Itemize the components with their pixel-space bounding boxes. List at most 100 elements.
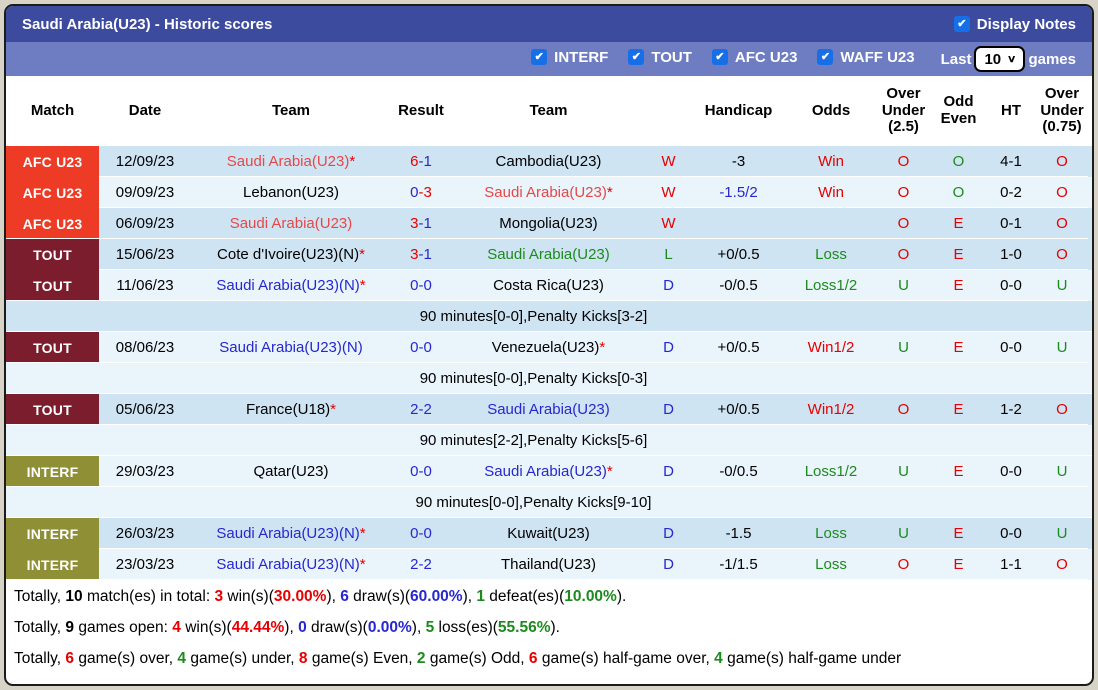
half-time-score: 1-0 [986,239,1036,270]
away-goals: -0 [418,463,432,480]
table-header-row: Match Date Team Result Team Handicap Odds Over … [6,76,1092,146]
competition-badge: TOUT [6,270,99,301]
half-time-score: 0-0 [986,456,1036,487]
match-date: 06/09/23 [99,208,191,239]
competition-badge: TOUT [6,332,99,363]
away-goals: -1 [418,153,432,170]
result-flag: W [646,146,691,177]
result-flag: W [646,208,691,239]
away-goals: -1 [418,215,432,232]
column-header-odds: Odds [811,101,851,119]
away-team-text: Kuwait(U23) [507,525,590,542]
half-time-score: 1-1 [986,549,1036,580]
result-flag: D [646,332,691,363]
last-games-select[interactable]: 10 ∨ [974,46,1026,72]
away-team-text: Venezuela(U23) [491,339,600,356]
chevron-down-icon: ∨ [1007,53,1017,65]
filter-label-interf: INTERF [554,48,609,66]
filter-checkbox-afc-u23[interactable] [711,49,728,66]
summary-segment: 4 [177,649,187,667]
summary-segment: loss(es)( [434,618,498,636]
odds-result: Loss [786,239,876,270]
odd-even-flag: E [931,332,986,363]
column-header-result: Result [398,101,444,119]
competition-badge: AFC U23 [6,208,99,239]
matches-table: AFC U23 12/09/23 Saudi Arabia(U23) * 6 -1 Camb… [6,146,1092,580]
column-header-match: Match [30,101,75,119]
competition-badge: AFC U23 [6,146,99,177]
match-date: 29/03/23 [99,456,191,487]
over-under-075-flag: O [1036,177,1088,208]
match-row: INTERF 29/03/23 Qatar(U23) 0 -0 Saudi Arabia(… [6,456,1092,487]
over-under-075-flag: O [1036,146,1088,177]
home-team-name: Saudi Arabia(U23)(N) * [191,270,391,301]
penalty-note-row: 90 minutes[0-0],Penalty Kicks[3-2] [6,301,1092,332]
away-team-name: Saudi Arabia(U23) [451,394,646,425]
half-time-score: 4-1 [986,146,1036,177]
summary-segment: game(s) Odd, [425,649,529,667]
summary-segment: Totally, [14,587,66,605]
match-row: AFC U23 12/09/23 Saudi Arabia(U23) * 6 -1 Camb… [6,146,1092,177]
home-team-name: Lebanon(U23) [191,177,391,208]
competition-badge: TOUT [6,394,99,425]
over-under-25-flag: U [876,456,931,487]
away-goals: -0 [418,525,432,542]
summary-segment: win(s)( [180,618,232,636]
over-under-075-flag: O [1036,208,1088,239]
away-team-star: * [599,339,606,356]
summary-segment: ), [284,618,299,636]
summary-segment: 30.00% [273,587,327,605]
summary-segment: 0 [298,618,307,636]
home-team-name: Saudi Arabia(U23) [191,208,391,239]
half-time-score: 0-0 [986,518,1036,549]
filter-checkbox-waff-u23[interactable] [817,49,834,66]
penalty-note-text: 90 minutes[0-0],Penalty Kicks[3-2] [419,308,648,325]
full-time-score: 2 -2 [391,549,451,580]
column-header-handicap: Handicap [704,101,773,119]
summary-segment: 55.56% [497,618,551,636]
home-team-name: France(U18) * [191,394,391,425]
match-date: 26/03/23 [99,518,191,549]
handicap-value: -0/0.5 [691,270,786,301]
home-goals: 0 [410,525,419,542]
column-header-odd-even: Odd Even [940,93,977,127]
match-date: 09/09/23 [99,177,191,208]
home-team-name: Qatar(U23) [191,456,391,487]
filter-label-tout: TOUT [651,48,692,66]
home-goals: 2 [410,401,419,418]
match-row: TOUT 15/06/23 Cote d'Ivoire(U23)(N) * 3 -1 Sau… [6,239,1092,270]
last-games-group: Last 10 ∨ games [941,46,1076,72]
home-team-star: * [359,277,366,294]
odds-result: Loss1/2 [786,270,876,301]
over-under-075-flag: U [1036,456,1088,487]
penalty-note-text: 90 minutes[0-0],Penalty Kicks[9-10] [415,494,652,511]
display-notes-checkbox[interactable] [953,16,970,32]
odd-even-flag: E [931,549,986,580]
match-row: AFC U23 09/09/23 Lebanon(U23) 0 -3 Saudi Arab… [6,177,1092,208]
handicap-value: +0/0.5 [691,332,786,363]
over-under-075-flag: O [1036,549,1088,580]
odd-even-flag: E [931,518,986,549]
home-team-text: Saudi Arabia(U23)(N) [216,525,360,542]
result-flag: D [646,456,691,487]
summary-segment: defeat(es)( [485,587,565,605]
handicap-value: -1/1.5 [691,549,786,580]
over-under-25-flag: O [876,177,931,208]
summary-segment: 3 [214,587,224,605]
home-team-text: France(U18) [245,401,331,418]
filter-checkbox-tout[interactable] [628,49,645,66]
home-goals: 0 [410,463,419,480]
summary-segment: ). [616,587,627,605]
away-team-name: Thailand(U23) [451,549,646,580]
match-row: TOUT 08/06/23 Saudi Arabia(U23)(N) 0 -0 Venez… [6,332,1092,363]
match-row: TOUT 11/06/23 Saudi Arabia(U23)(N) * 0 -0 Cost… [6,270,1092,301]
odd-even-flag: E [931,456,986,487]
full-time-score: 0 -0 [391,518,451,549]
summary-segment: draw(s)( [306,618,368,636]
odd-even-flag: E [931,270,986,301]
filter-checkbox-interf[interactable] [531,49,548,66]
over-under-25-flag: O [876,208,931,239]
app-window: Saudi Arabia(U23) - Historic scores Disp… [4,4,1094,686]
result-flag: D [646,394,691,425]
filter-group-interf: INTERF [531,49,608,66]
